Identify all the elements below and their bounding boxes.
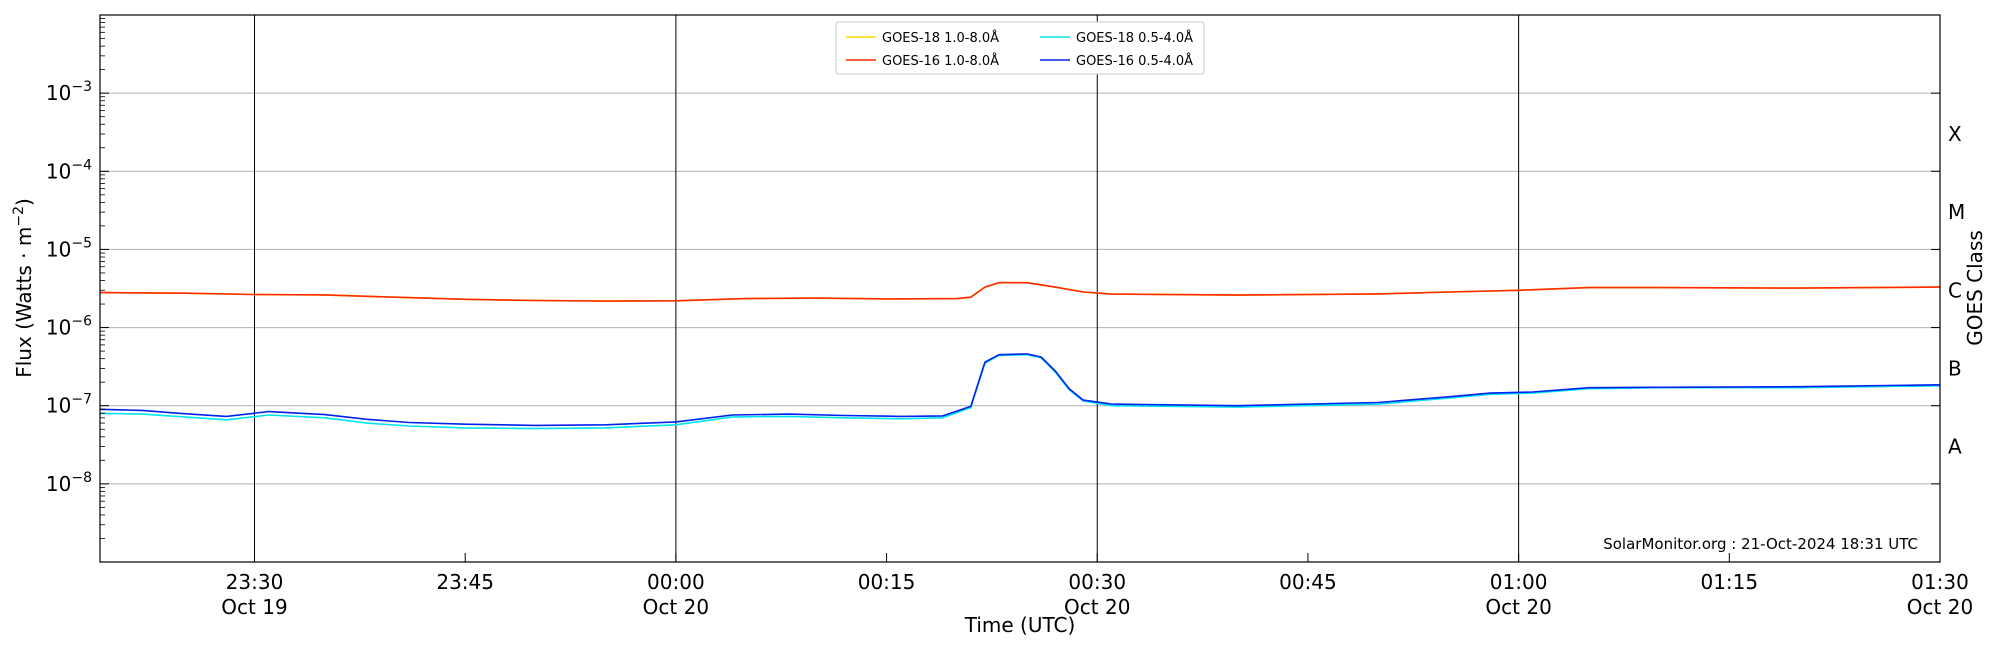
series-line — [99, 353, 1941, 430]
goes-class-label: M — [1948, 200, 1965, 224]
goes-class-label: B — [1948, 356, 1962, 380]
y-tick-exponent: −4 — [71, 157, 92, 173]
x-tick-time-label: 00:15 — [858, 570, 916, 594]
x-tick-time-label: 00:00 — [647, 570, 705, 594]
right-axis-title: GOES Class — [1963, 230, 1987, 346]
y-tick-exponent: −3 — [71, 79, 92, 95]
y-tick-base: 10 — [46, 81, 71, 105]
x-tick-time-label: 23:30 — [226, 570, 284, 594]
credit-label: SolarMonitor.org : 21-Oct-2024 18:31 UTC — [1603, 535, 1918, 553]
x-tick-time-label: 00:30 — [1068, 570, 1126, 594]
x-tick-time-label: 01:00 — [1490, 570, 1548, 594]
y-tick-exponent: −5 — [71, 235, 92, 251]
x-tick-date-label: Oct 20 — [1907, 595, 1973, 619]
y-tick-exponent: −7 — [71, 392, 92, 408]
y-axis-title-tail: ) — [12, 198, 36, 206]
x-tick-date-label: Oct 20 — [1485, 595, 1551, 619]
y-tick-base: 10 — [46, 237, 71, 261]
y-axis-title-superscript: −2 — [11, 206, 27, 227]
x-tick-date-label: Oct 19 — [221, 595, 287, 619]
legend-label: GOES-16 0.5-4.0Å — [1076, 53, 1193, 69]
legend-box — [835, 21, 1205, 75]
y-tick-label: 10−6 — [46, 314, 92, 340]
y-tick-label: 10−7 — [46, 392, 92, 418]
x-tick-time-label: 00:45 — [1279, 570, 1337, 594]
y-tick-base: 10 — [46, 472, 71, 496]
legend-label: GOES-16 1.0-8.0Å — [882, 53, 999, 69]
series-line — [99, 353, 1941, 427]
y-axis-title-main: Flux (Watts · m — [12, 227, 36, 378]
goes-class-label: C — [1948, 278, 1962, 302]
x-axis-title: Time (UTC) — [964, 613, 1076, 637]
x-tick-date-label: Oct 20 — [643, 595, 709, 619]
x-tick-time-label: 01:30 — [1911, 570, 1969, 594]
legend-label: GOES-18 0.5-4.0Å — [1076, 30, 1193, 46]
grid-layer — [100, 15, 1940, 562]
y-tick-label: 10−4 — [46, 157, 92, 183]
y-tick-exponent: −6 — [71, 314, 92, 330]
x-tick-time-label: 23:45 — [436, 570, 494, 594]
x-tick-time-label: 01:15 — [1700, 570, 1758, 594]
y-tick-label: 10−8 — [46, 470, 92, 496]
goes-class-label: X — [1948, 122, 1962, 146]
y-tick-exponent: −8 — [71, 470, 92, 486]
y-tick-label: 10−5 — [46, 235, 92, 261]
goes-class-label: A — [1948, 435, 1962, 459]
y-tick-label: 10−3 — [46, 79, 92, 105]
y-tick-base: 10 — [46, 394, 71, 418]
y-tick-base: 10 — [46, 316, 71, 340]
legend: GOES-18 1.0-8.0Å GOES-16 1.0-8.0Å GOES-18 … — [835, 21, 1205, 75]
y-axis-title: Flux (Watts · m−2) — [11, 198, 36, 378]
legend-label: GOES-18 1.0-8.0Å — [882, 30, 999, 46]
x-tick-date-label: Oct 20 — [1064, 595, 1130, 619]
series-layer — [99, 281, 1941, 430]
y-tick-base: 10 — [46, 159, 71, 183]
series-line — [99, 281, 1941, 302]
plot-frame — [99, 14, 1941, 563]
